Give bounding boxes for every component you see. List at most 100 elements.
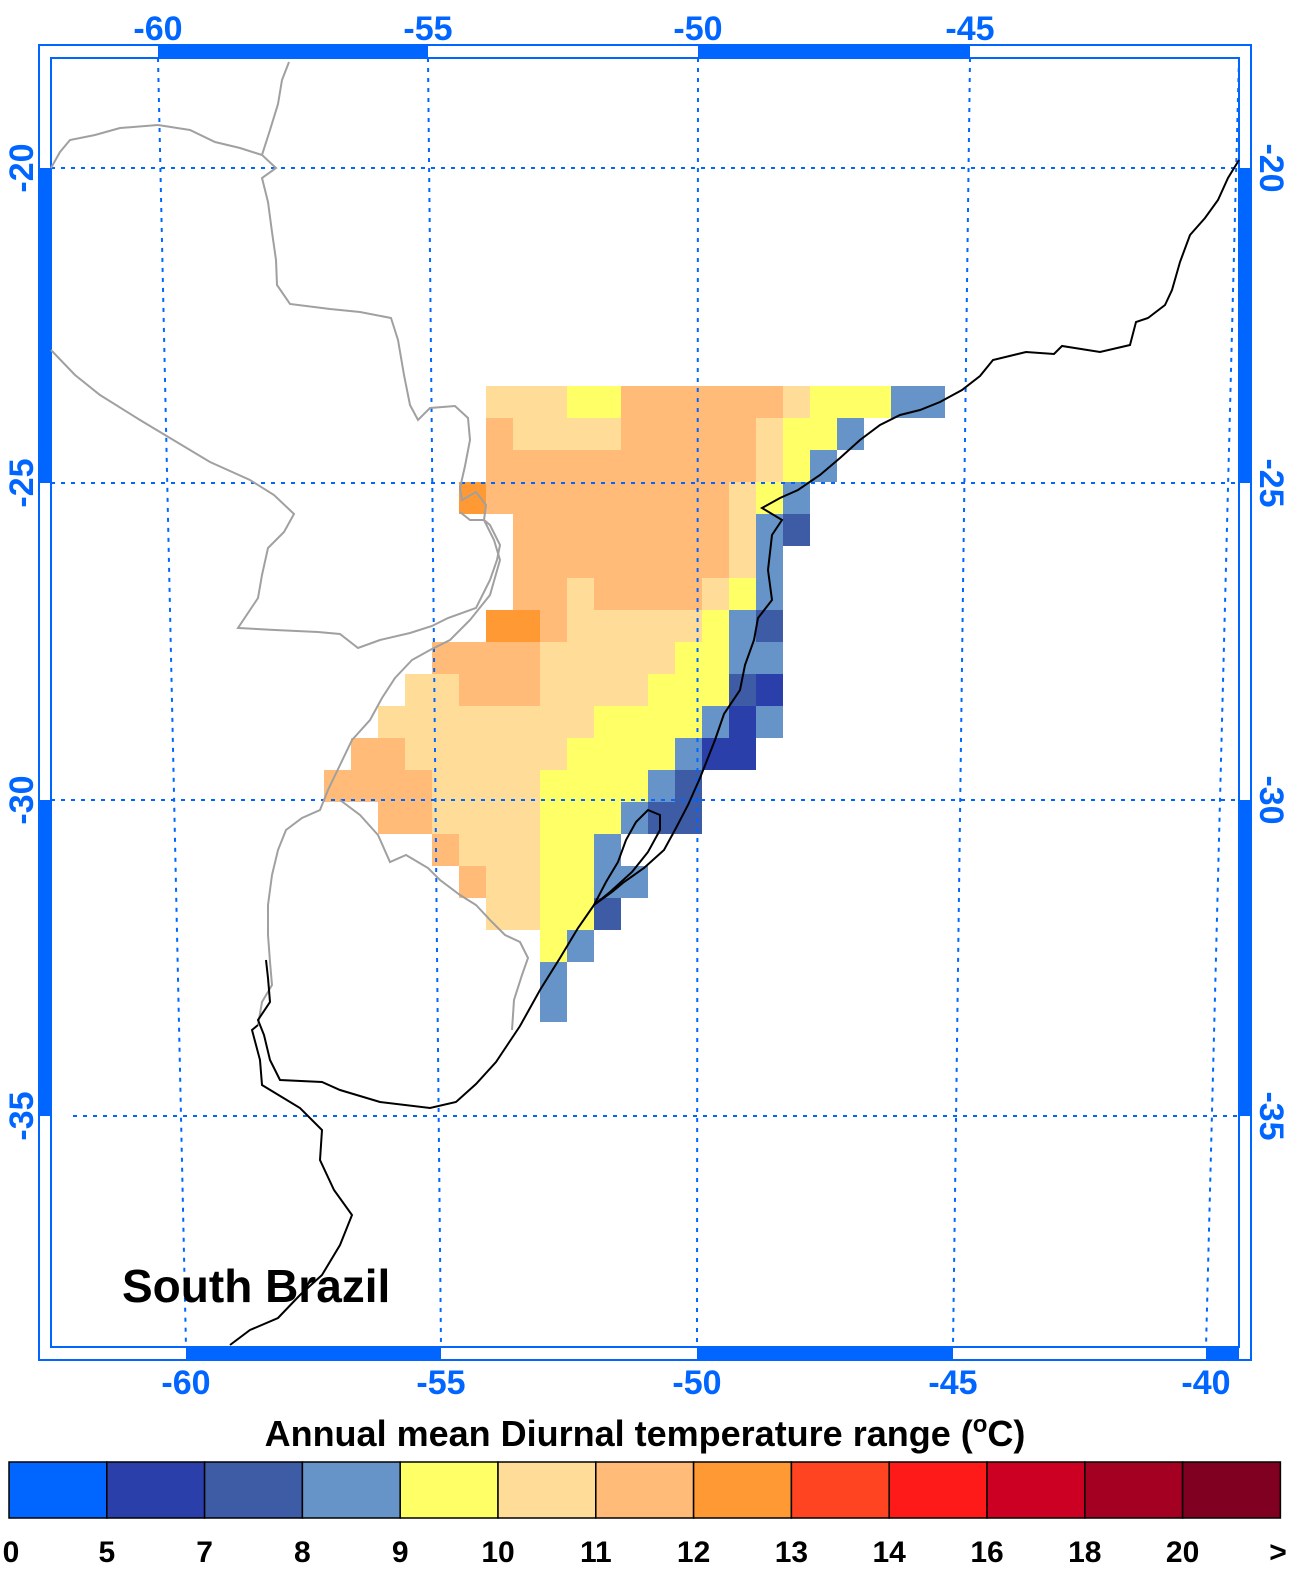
dtr-cell: [729, 610, 756, 642]
bottom-tick-50: -50: [672, 1364, 721, 1402]
dtr-cell: [675, 770, 702, 802]
colorbar-label: 13: [775, 1536, 808, 1569]
dtr-cell: [432, 642, 540, 674]
dtr-cell: [486, 610, 540, 642]
left-tick-25: -25: [3, 458, 41, 507]
dtr-cell: [351, 738, 405, 770]
dtr-cell: [756, 514, 783, 546]
colorbar: 0 5 7 8 9 10 11 12 13 14 16 18 20 >: [3, 1461, 1287, 1569]
dtr-cell: [810, 386, 891, 418]
colorbar-swatch: [301, 1461, 401, 1519]
dtr-cell: [540, 610, 567, 642]
dtr-cell: [567, 610, 702, 642]
dtr-cell: [729, 706, 756, 738]
dtr-cell: [540, 898, 594, 930]
dtr-cell: [486, 482, 729, 514]
dtr-cell: [594, 834, 621, 866]
dtr-cell: [486, 418, 513, 450]
dtr-cell: [459, 866, 486, 898]
left-lat-ticks: -20 -25 -30 -35: [3, 143, 41, 1140]
dtr-cell: [702, 706, 729, 738]
dtr-cell: [729, 642, 783, 674]
bottom-tick-60: -60: [161, 1364, 210, 1402]
colorbar-label: 0: [3, 1536, 20, 1569]
dtr-cell: [540, 674, 648, 706]
left-tick-35: -35: [3, 1091, 41, 1140]
colorbar-swatch: [203, 1461, 304, 1519]
colorbar-label: 12: [677, 1536, 710, 1569]
right-tick-25: -25: [1252, 458, 1290, 507]
dtr-cell: [486, 450, 756, 482]
dtr-cell: [540, 930, 567, 962]
dtr-cell: [513, 578, 567, 610]
right-tick-20: -20: [1252, 143, 1290, 192]
colorbar-swatch: [399, 1461, 499, 1519]
colorbar-swatch: [106, 1461, 206, 1519]
dtr-cell: [675, 642, 729, 674]
dtr-cell: [432, 770, 540, 802]
dtr-cell: [513, 546, 729, 578]
dtr-cell: [621, 386, 783, 418]
dtr-cell: [567, 578, 594, 610]
dtr-cell: [702, 578, 729, 610]
dtr-cell: [594, 898, 621, 930]
colorbar-label: 9: [392, 1536, 409, 1569]
dtr-cell: [756, 418, 783, 450]
dtr-cell: [459, 834, 540, 866]
dtr-grid-cells: [324, 386, 945, 1022]
dtr-cell: [783, 386, 810, 418]
dtr-cell: [648, 674, 729, 706]
dtr-cell: [621, 802, 648, 834]
dtr-cell: [783, 418, 837, 450]
dtr-cell: [540, 802, 621, 834]
dtr-cell: [567, 930, 594, 962]
dtr-cell: [324, 770, 432, 802]
dtr-cell: [756, 706, 783, 738]
colorbar-swatch: [790, 1461, 890, 1519]
dtr-cell: [621, 418, 756, 450]
bottom-tick-55: -55: [416, 1364, 465, 1402]
dtr-cell: [702, 610, 729, 642]
map-frame: [38, 44, 1252, 1361]
dtr-cell: [486, 866, 540, 898]
dtr-cell: [405, 738, 567, 770]
colorbar-label: 16: [970, 1536, 1003, 1569]
colorbar-label: >: [1269, 1536, 1287, 1569]
right-tick-30: -30: [1252, 775, 1290, 824]
colorbar-swatch: [1084, 1461, 1184, 1519]
colorbar-label: 18: [1068, 1536, 1101, 1569]
colorbar-label: 10: [481, 1536, 514, 1569]
dtr-cell: [540, 994, 567, 1022]
country-borders: [50, 61, 530, 1031]
colorbar-title-unit: C): [987, 1413, 1025, 1454]
colorbar-swatch: [1181, 1461, 1282, 1519]
dtr-cell: [459, 674, 540, 706]
colorbar-label: 14: [873, 1536, 907, 1569]
top-tick-50: -50: [673, 10, 722, 48]
colorbar-swatch: [692, 1461, 793, 1519]
dtr-cell: [378, 802, 432, 834]
dtr-cell: [567, 386, 621, 418]
colorbar-swatch: [497, 1461, 597, 1519]
dtr-cell: [594, 578, 702, 610]
dtr-cell: [729, 546, 756, 578]
dtr-cell: [405, 674, 459, 706]
dtr-cell: [513, 514, 729, 546]
right-lat-ticks: -20 -25 -30 -35: [1252, 143, 1290, 1140]
colorbar-label: 7: [196, 1536, 213, 1569]
dtr-cell: [756, 674, 783, 706]
colorbar-swatch: [888, 1461, 988, 1519]
graticule: [51, 57, 1240, 1348]
dtr-cell: [756, 450, 783, 482]
coastline: [229, 159, 1240, 1346]
colorbar-title-degree: o: [973, 1411, 988, 1438]
dtr-cell: [729, 482, 756, 514]
dtr-cell: [540, 866, 594, 898]
dtr-cell: [594, 706, 702, 738]
colorbar-label: 8: [294, 1536, 311, 1569]
dtr-cell: [891, 386, 945, 418]
dtr-cell: [540, 642, 675, 674]
colorbar-label: 5: [98, 1536, 115, 1569]
dtr-cell: [783, 450, 810, 482]
